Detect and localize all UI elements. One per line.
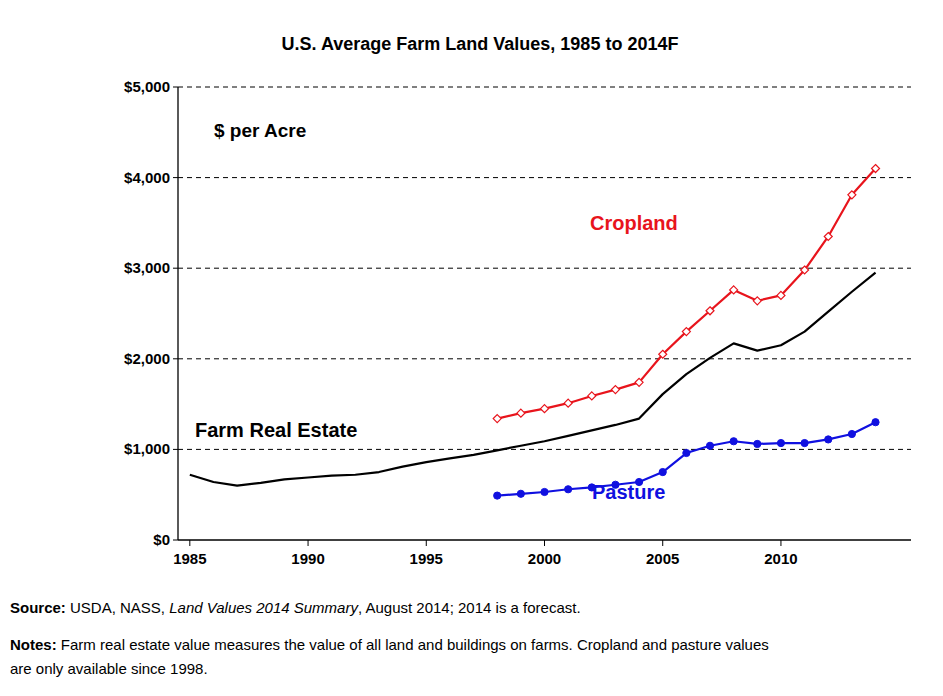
plot-area: [190, 165, 880, 500]
y-tick: [173, 87, 178, 88]
marker: [683, 449, 690, 456]
source-text: , August 2014; 2014 is a forecast.: [358, 599, 581, 616]
marker: [753, 297, 761, 305]
x-tick-label: 2000: [528, 550, 561, 567]
y-tick: [173, 268, 178, 269]
notes-text: Farm real estate value measures the valu…: [61, 636, 769, 653]
notes: are only available since 1998.: [10, 660, 208, 677]
x-tick: [308, 540, 309, 546]
y-tick: [173, 449, 178, 450]
grid-line: [178, 87, 911, 88]
y-tick-label: $1,000: [124, 440, 170, 457]
y-tick: [173, 358, 178, 359]
marker: [635, 378, 643, 386]
x-axis: [178, 539, 911, 540]
y-tick: [173, 540, 178, 541]
marker: [801, 439, 808, 446]
marker: [494, 492, 501, 499]
x-tick-label: 1985: [173, 550, 206, 567]
marker: [541, 488, 548, 495]
marker: [706, 307, 714, 315]
x-tick-label: 2005: [646, 550, 679, 567]
marker: [872, 419, 879, 426]
source-label: Source:: [10, 599, 70, 616]
y-tick-label: $4,000: [124, 169, 170, 186]
source-text: USDA, NASS,: [70, 599, 169, 616]
grid-line: [178, 449, 911, 450]
grid-line: [178, 358, 911, 359]
grid-line: [178, 268, 911, 269]
series-line: [190, 273, 876, 486]
grid-line: [178, 177, 911, 178]
marker: [848, 191, 856, 199]
marker: [659, 468, 666, 475]
marker: [730, 286, 738, 294]
marker: [659, 350, 667, 358]
marker: [564, 399, 572, 407]
y-label: $ per Acre: [214, 120, 306, 141]
y-tick: [173, 177, 178, 178]
series-line: [497, 422, 875, 495]
marker: [730, 438, 737, 445]
marker: [754, 440, 761, 447]
source-text: Land Values 2014 Summary: [169, 599, 359, 616]
chart: U.S. Average Farm Land Values, 1985 to 2…: [0, 0, 943, 696]
marker: [541, 405, 549, 413]
marker: [706, 442, 713, 449]
marker: [824, 232, 832, 240]
marker: [517, 409, 525, 417]
x-tick: [189, 540, 190, 546]
marker: [682, 328, 690, 336]
marker: [517, 490, 524, 497]
title: U.S. Average Farm Land Values, 1985 to 2…: [282, 34, 679, 54]
y-tick-label: $2,000: [124, 350, 170, 367]
marker: [801, 266, 809, 274]
marker: [611, 386, 619, 394]
series-line: [497, 169, 875, 419]
marker: [493, 415, 501, 423]
series-label: Cropland: [590, 212, 678, 234]
y-tick-label: $5,000: [124, 78, 170, 95]
marker: [777, 439, 784, 446]
marker: [848, 430, 855, 437]
x-tick-label: 2010: [764, 550, 797, 567]
notes: Notes: Farm real estate value measures t…: [10, 636, 769, 653]
y-tick-label: $0: [153, 531, 170, 548]
marker: [872, 165, 880, 173]
marker: [825, 436, 832, 443]
x-tick: [662, 540, 663, 546]
y-tick-label: $3,000: [124, 259, 170, 276]
x-tick: [780, 540, 781, 546]
source: Source: USDA, NASS, Land Values 2014 Sum…: [10, 599, 581, 616]
x-tick-label: 1990: [291, 550, 324, 567]
x-tick: [426, 540, 427, 546]
marker: [565, 486, 572, 493]
marker: [777, 291, 785, 299]
marker: [588, 392, 596, 400]
notes-text: are only available since 1998.: [10, 660, 208, 677]
series-label: Farm Real Estate: [195, 419, 357, 441]
y-axis: [177, 87, 178, 540]
x-tick: [544, 540, 545, 546]
notes-label: Notes:: [10, 636, 61, 653]
x-tick-label: 1995: [410, 550, 443, 567]
series-label: Pasture: [592, 481, 665, 503]
